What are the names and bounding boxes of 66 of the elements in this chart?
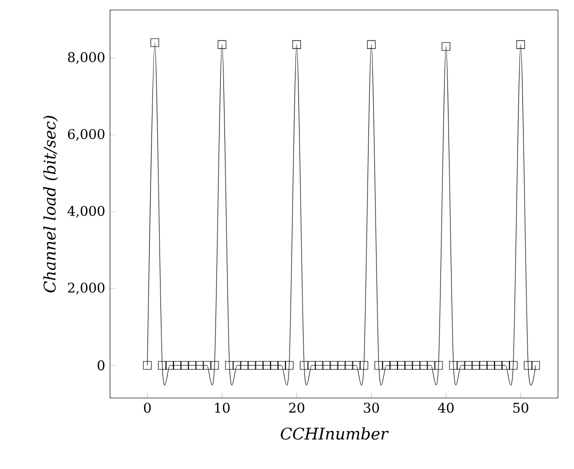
point — [292, 40, 301, 49]
point — [240, 361, 249, 370]
point — [479, 361, 488, 370]
x-tick-label: 10 — [215, 402, 230, 413]
point — [367, 40, 376, 49]
point — [426, 361, 436, 370]
point — [150, 38, 160, 47]
point — [464, 361, 473, 370]
y-axis-title: Channel load (bit/sec) — [43, 116, 58, 292]
point — [248, 361, 256, 370]
point — [472, 361, 480, 370]
point — [232, 361, 242, 370]
point — [344, 361, 354, 370]
point — [284, 361, 294, 370]
point — [531, 361, 540, 370]
point — [255, 361, 264, 370]
point — [262, 361, 272, 370]
point — [322, 361, 331, 370]
point — [270, 361, 279, 370]
point — [307, 361, 316, 370]
point — [337, 361, 346, 370]
x-tick-label: 40 — [438, 402, 454, 413]
x-tick-label: 0 — [144, 402, 151, 413]
point — [330, 361, 338, 370]
point — [195, 361, 204, 370]
y-tick-label: 6,000 — [68, 128, 104, 141]
point — [165, 361, 174, 370]
point — [314, 361, 324, 370]
x-axis-title: CCHInumber — [280, 427, 389, 440]
point — [188, 361, 196, 370]
x-tick-label: 30 — [364, 402, 379, 413]
point — [300, 361, 308, 370]
point — [524, 361, 532, 370]
point — [225, 361, 234, 370]
point — [501, 361, 510, 370]
point — [508, 361, 518, 370]
point — [486, 361, 496, 370]
point — [449, 361, 458, 370]
point — [143, 361, 152, 370]
point — [277, 361, 286, 370]
point — [516, 40, 525, 49]
x-tick-label: 20 — [289, 402, 304, 413]
point — [396, 361, 406, 370]
point — [494, 361, 503, 370]
point — [210, 361, 219, 370]
y-tick-label: 2,000 — [68, 282, 104, 294]
point — [412, 361, 420, 370]
point — [218, 40, 226, 49]
point — [442, 42, 450, 51]
point — [172, 361, 182, 370]
y-tick-label: 4,000 — [68, 206, 104, 218]
point — [374, 361, 384, 370]
point — [419, 361, 428, 370]
point — [180, 361, 189, 370]
point — [382, 361, 391, 370]
point — [360, 361, 368, 370]
point — [389, 361, 398, 370]
point — [456, 361, 466, 370]
y-tick-label: 8,000 — [68, 52, 104, 64]
point — [352, 361, 361, 370]
point — [434, 361, 443, 370]
y-tick-label: 0 — [98, 360, 104, 370]
point — [202, 361, 212, 370]
point — [158, 361, 167, 370]
point — [404, 361, 413, 370]
x-tick-label: 50 — [513, 402, 528, 413]
